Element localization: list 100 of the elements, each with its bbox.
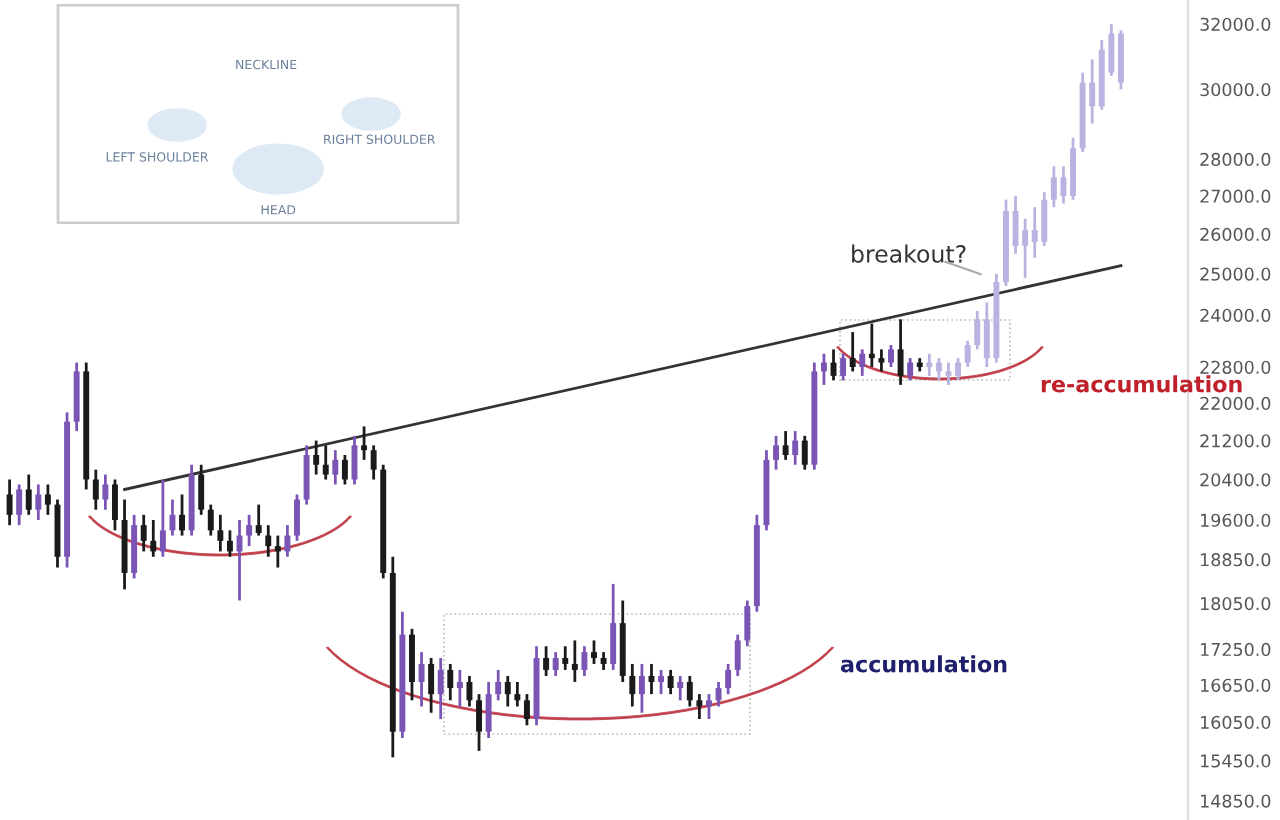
candlestick bbox=[935, 356, 942, 382]
candlestick bbox=[418, 650, 425, 708]
candlestick bbox=[677, 674, 684, 702]
candlestick bbox=[840, 352, 847, 382]
candlestick bbox=[246, 513, 253, 548]
y-tick-label: 16050.0 bbox=[1201, 715, 1271, 730]
y-tick-label: 25000.0 bbox=[1200, 267, 1271, 281]
candlestick bbox=[466, 674, 473, 708]
candlestick bbox=[361, 424, 368, 462]
candlestick bbox=[255, 503, 262, 537]
candlestick bbox=[179, 493, 185, 537]
candlestick bbox=[495, 668, 502, 702]
y-tick-label: 14850.0 bbox=[1201, 794, 1271, 808]
y-tick-label: 26000.0 bbox=[1200, 227, 1271, 242]
candlestick bbox=[581, 644, 588, 678]
candlestick bbox=[955, 356, 962, 382]
candlestick bbox=[696, 692, 703, 721]
candlestick bbox=[456, 668, 463, 708]
y-tick-label: 17250.0 bbox=[1201, 642, 1271, 657]
candlestick bbox=[849, 330, 856, 373]
candlestick bbox=[562, 644, 569, 672]
y-tick-label: 16650.0 bbox=[1201, 678, 1271, 692]
candlestick bbox=[638, 662, 645, 715]
candlestick bbox=[485, 680, 492, 740]
y-tick-label: 28000.0 bbox=[1200, 152, 1271, 167]
candlestick bbox=[102, 473, 109, 512]
candlestick bbox=[964, 339, 971, 369]
candlestick bbox=[523, 692, 530, 727]
candlestick bbox=[341, 453, 348, 486]
candlestick bbox=[476, 692, 482, 753]
candlestick bbox=[6, 478, 13, 527]
candlestick bbox=[92, 468, 99, 512]
annotation: re-accumulation bbox=[1041, 375, 1242, 393]
candlestick bbox=[265, 523, 272, 559]
candlestick bbox=[801, 434, 808, 472]
candlestick bbox=[16, 483, 23, 527]
candlestick bbox=[226, 528, 233, 559]
candlestick bbox=[820, 352, 827, 387]
candlestick bbox=[25, 473, 32, 517]
candlestick bbox=[686, 674, 693, 708]
candlestick bbox=[131, 513, 138, 580]
candlestick bbox=[514, 680, 521, 708]
candlestick bbox=[217, 513, 224, 553]
candlestick bbox=[773, 434, 779, 472]
y-tick-label: 22800.0 bbox=[1200, 360, 1271, 374]
y-tick-label: 15450.0 bbox=[1201, 754, 1271, 768]
y-tick-label: 19600.0 bbox=[1201, 513, 1271, 527]
candlestick bbox=[370, 443, 377, 481]
candlestick bbox=[198, 463, 205, 517]
candlestick bbox=[169, 498, 176, 537]
candlestick bbox=[294, 493, 300, 543]
candlestick bbox=[945, 361, 952, 387]
y-tick-label: 18850.0 bbox=[1201, 553, 1271, 567]
candlestick bbox=[974, 309, 981, 351]
candlestick bbox=[725, 662, 732, 696]
candlestick bbox=[504, 674, 511, 708]
candlestick bbox=[610, 582, 617, 672]
candlestick bbox=[409, 627, 415, 702]
y-tick-label: 32000.0 bbox=[1200, 17, 1271, 31]
candlestick bbox=[159, 478, 166, 559]
candlestick bbox=[571, 639, 578, 684]
candlestick bbox=[274, 534, 281, 569]
y-tick-label: 24000.0 bbox=[1200, 308, 1271, 322]
candlestick bbox=[284, 523, 291, 559]
candlestick bbox=[44, 483, 51, 517]
y-tick-label: 30000.0 bbox=[1200, 83, 1271, 97]
candlestick bbox=[868, 322, 875, 369]
candlestick bbox=[150, 518, 157, 559]
candlestick bbox=[332, 448, 339, 486]
candlestick bbox=[313, 439, 320, 476]
annotation: breakout? bbox=[852, 244, 966, 263]
candlestick bbox=[782, 429, 789, 462]
candlestick bbox=[792, 429, 799, 467]
annotation: accumulation bbox=[840, 655, 1007, 673]
candlestick bbox=[552, 650, 559, 678]
candlestick bbox=[303, 443, 310, 506]
candlestick bbox=[591, 639, 597, 666]
candlestick bbox=[437, 656, 444, 721]
candlestick bbox=[926, 352, 933, 378]
candlestick bbox=[428, 656, 435, 715]
candlestick bbox=[1070, 136, 1076, 202]
candlestick bbox=[543, 644, 550, 678]
candlestick bbox=[744, 599, 751, 648]
y-tick-label: 27000.0 bbox=[1200, 189, 1271, 203]
candlestick bbox=[322, 443, 329, 481]
candlestick bbox=[629, 662, 636, 708]
candlestick bbox=[734, 633, 741, 678]
candlestick bbox=[897, 317, 904, 387]
candlestick bbox=[706, 692, 712, 721]
y-tick-label: 22000.0 bbox=[1200, 396, 1271, 411]
y-tick-label: 20400.0 bbox=[1200, 473, 1271, 487]
candlestick bbox=[878, 348, 885, 373]
candlestick bbox=[859, 348, 866, 378]
candlestick bbox=[140, 513, 147, 553]
candlestick bbox=[35, 483, 42, 522]
candlestick bbox=[888, 343, 894, 369]
candlestick bbox=[447, 662, 454, 702]
y-tick-label: 21200.0 bbox=[1200, 434, 1271, 448]
candlestick bbox=[207, 503, 214, 537]
candlestick bbox=[907, 356, 914, 382]
